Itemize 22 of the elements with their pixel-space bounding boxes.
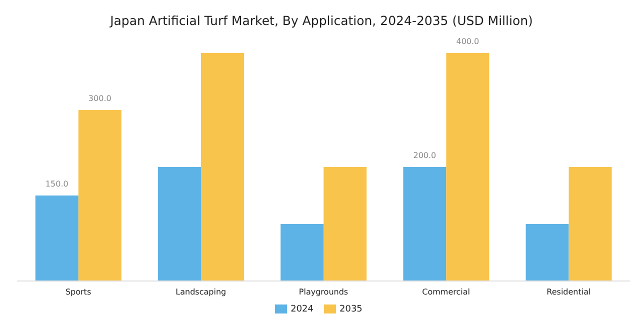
x-tick-label: Sports xyxy=(65,288,92,297)
x-tick-label: Residential xyxy=(546,288,591,297)
bar xyxy=(78,110,122,281)
bar xyxy=(200,53,244,281)
x-tick-label: Commercial xyxy=(422,288,470,297)
bar xyxy=(526,224,569,281)
bar xyxy=(403,167,446,281)
bar xyxy=(446,53,490,281)
chart-title: Japan Artificial Turf Market, By Application, 2024-2035 (USD Million) xyxy=(108,13,534,28)
x-tick-label: Playgrounds xyxy=(298,288,348,297)
data-label: 150.0 xyxy=(45,180,68,188)
bar xyxy=(280,224,324,281)
data-label: 200.0 xyxy=(413,151,436,160)
data-label: 300.0 xyxy=(88,94,112,103)
bar xyxy=(568,167,612,281)
bar xyxy=(158,167,201,281)
x-tick-label: Landscaping xyxy=(176,288,226,297)
bar xyxy=(35,196,78,281)
bar xyxy=(324,167,367,281)
legend-label: 2024 xyxy=(290,304,314,314)
legend-label: 2035 xyxy=(340,304,362,314)
data-label: 400.0 xyxy=(456,37,480,46)
